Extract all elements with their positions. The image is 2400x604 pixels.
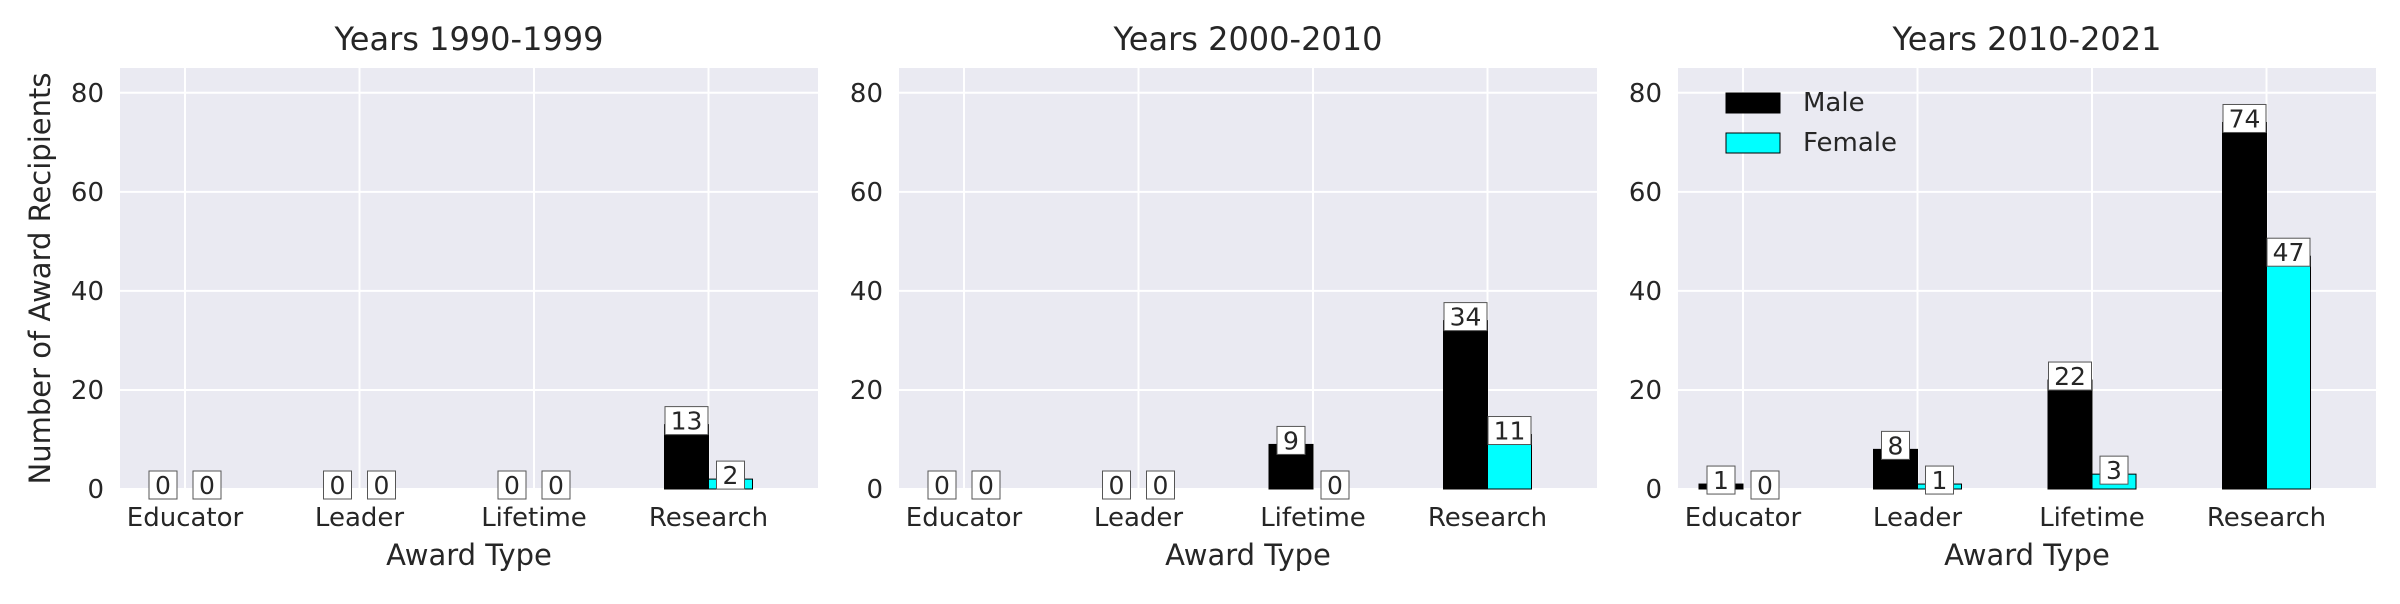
y-tick-label: 0 [87, 475, 104, 505]
bar-label: 8 [1888, 431, 1904, 460]
legend-swatch [1725, 92, 1781, 114]
bar-label: 1 [1713, 466, 1729, 495]
y-tick-label: 60 [1629, 178, 1662, 208]
bar [2222, 121, 2267, 490]
bar-label-box [1146, 470, 1175, 500]
bar-label: 0 [548, 471, 564, 500]
bar-label-box [1276, 425, 1306, 455]
bar-label-box [716, 460, 745, 490]
bar-label-box [664, 406, 709, 436]
y-tick-label: 80 [71, 79, 104, 109]
legend: Male Female [1725, 88, 1897, 158]
bar-label: 0 [1153, 471, 1169, 500]
bar-label: 0 [330, 471, 346, 500]
bar-label: 9 [1283, 426, 1299, 455]
y-axis-label: Number of Award Recipients [23, 73, 57, 485]
bar-label-box [541, 470, 571, 500]
panel-title: Years 2010-2021 [1891, 20, 2161, 58]
legend-swatch [1725, 132, 1781, 154]
x-tick-label: Lifetime [481, 503, 587, 533]
x-tick-label: Leader [1873, 503, 1962, 533]
bar-label: 74 [2229, 104, 2261, 133]
bar-label-box [367, 470, 396, 500]
x-tick-label: Research [2207, 503, 2326, 533]
bar-label: 3 [2106, 456, 2122, 485]
bar-label: 0 [934, 471, 950, 500]
x-tick-label: Educator [906, 503, 1023, 533]
bar-label: 0 [504, 471, 520, 500]
bar-label: 0 [1327, 471, 1343, 500]
y-tick-label: 80 [1629, 79, 1662, 109]
x-axis-label: Award Type [1165, 538, 1331, 572]
legend-label: Male [1803, 88, 1865, 118]
bar-label-box [971, 470, 1001, 500]
bar-label: 0 [1109, 471, 1125, 500]
bar-label-box [323, 470, 352, 500]
bar-label-box [1487, 416, 1532, 446]
bar-label-box [1320, 470, 1350, 500]
bar-label: 0 [978, 471, 994, 500]
bar-label-box [1706, 465, 1736, 495]
bar-label-box [2048, 361, 2092, 391]
bar-label-box [148, 470, 178, 500]
y-tick-label: 20 [850, 376, 883, 406]
x-tick-label: Educator [1685, 503, 1802, 533]
bar-label: 1 [1932, 466, 1948, 495]
legend-label: Female [1803, 128, 1897, 158]
x-tick-label: Leader [315, 503, 404, 533]
bar-label-box [1881, 430, 1910, 460]
bar-label-box [1443, 302, 1488, 332]
x-tick-label: Lifetime [1260, 503, 1366, 533]
bar-label: 0 [1757, 471, 1773, 500]
bar [2266, 255, 2311, 490]
bar-label-box [1925, 465, 1954, 495]
plot-area [120, 68, 818, 489]
y-tick-label: 40 [71, 277, 104, 307]
bar-label: 13 [671, 407, 703, 436]
panel-title: Years 2000-2010 [1112, 20, 1382, 58]
bar [664, 424, 709, 490]
bar-label-box [2099, 455, 2129, 485]
bar-label: 47 [2273, 238, 2305, 267]
x-axis-label: Award Type [1944, 538, 2110, 572]
bar-label: 34 [1450, 303, 1482, 332]
bar-label: 22 [2054, 362, 2086, 391]
x-tick-label: Research [1428, 503, 1547, 533]
y-tick-label: 20 [71, 376, 104, 406]
bar-label-box [497, 470, 527, 500]
x-tick-label: Educator [127, 503, 244, 533]
y-tick-label: 0 [866, 475, 883, 505]
bar [1443, 320, 1488, 490]
bar [2047, 379, 2093, 490]
y-tick-label: 40 [850, 277, 883, 307]
bar-label-box [192, 470, 222, 500]
bar-label: 2 [723, 461, 739, 490]
bar-label: 0 [374, 471, 390, 500]
bar-label: 11 [1494, 417, 1526, 446]
y-tick-label: 80 [850, 79, 883, 109]
bar-label-box [2266, 237, 2311, 267]
bar-label-box [1102, 470, 1131, 500]
bar-label-box [1750, 470, 1780, 500]
y-tick-label: 20 [1629, 376, 1662, 406]
bar-label-box [927, 470, 957, 500]
x-tick-label: Research [649, 503, 768, 533]
x-tick-label: Leader [1094, 503, 1183, 533]
bar-label: 0 [199, 471, 215, 500]
x-tick-label: Lifetime [2039, 503, 2145, 533]
panel-title: Years 1990-1999 [333, 20, 603, 58]
chart-panel-2: 0 20 40 60 80 Educator Leader Lifetime Research 0… [850, 20, 1597, 572]
x-axis-label: Award Type [386, 538, 552, 572]
y-tick-label: 40 [1629, 277, 1662, 307]
y-tick-label: 60 [850, 178, 883, 208]
bar-label-box [2222, 103, 2267, 133]
bar-label: 0 [155, 471, 171, 500]
y-tick-label: 0 [1645, 475, 1662, 505]
y-tick-label: 60 [71, 178, 104, 208]
